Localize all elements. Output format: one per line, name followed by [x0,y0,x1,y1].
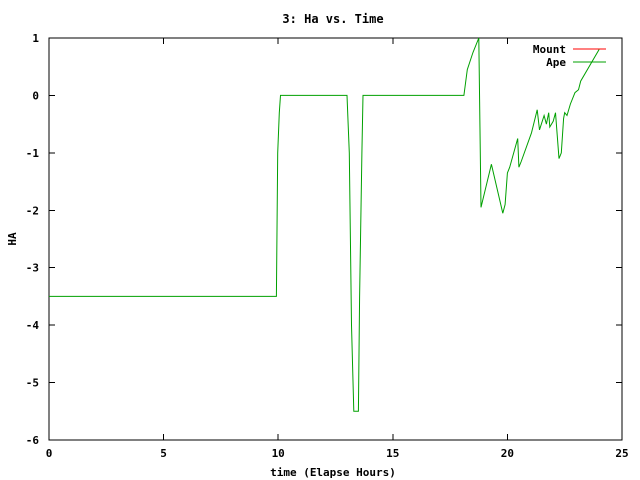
y-tick-label: -1 [26,147,40,160]
x-tick-label: 20 [501,447,514,460]
x-tick-label: 15 [386,447,399,460]
y-tick-label: 0 [32,89,39,102]
y-tick-label: -5 [26,377,39,390]
y-axis-ticks: 1 0 -1 -2 -3 -4 -5 -6 [26,32,622,447]
y-axis-label: HA [6,232,19,246]
x-tick-label: 10 [272,447,285,460]
plot-border [48,37,623,441]
x-tick-label: 0 [46,447,53,460]
x-axis-ticks: 0 5 10 15 20 25 [46,38,629,460]
legend-label-mount: Mount [533,43,566,56]
x-tick-label: 25 [615,447,628,460]
x-tick-label: 5 [160,447,167,460]
x-axis-label: time (Elapse Hours) [270,466,396,479]
y-tick-label: -4 [26,319,40,332]
chart-title: 3: Ha vs. Time [282,12,383,26]
y-tick-label: -2 [26,204,39,217]
y-tick-label: -3 [26,262,39,275]
legend-label-ape: Ape [546,56,566,69]
series-line-ape [49,37,600,412]
y-tick-label: -6 [26,434,40,447]
y-tick-label: 1 [32,32,39,45]
series-group [49,37,600,412]
axes [48,37,623,441]
